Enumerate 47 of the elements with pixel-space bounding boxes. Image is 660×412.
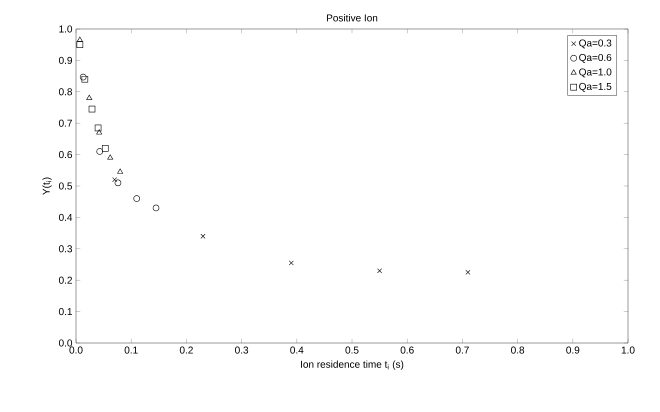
y-axis-title: Y(t$_{i}$) [42, 178, 52, 195]
y-tick-label: 0.6 [58, 151, 72, 158]
legend-label: Qa=1.0 [579, 68, 612, 78]
point [117, 168, 124, 174]
x-tick-label: 0.8 [511, 346, 524, 354]
point [466, 270, 470, 275]
point [152, 204, 160, 212]
x-tick-label: 0.1 [124, 346, 138, 354]
y-tick-label: 0.9 [58, 56, 72, 64]
point [200, 234, 206, 239]
x-axis-title: Ion residence time t$_{i}$ (s) [301, 360, 404, 370]
x-tick-label: 0.0 [69, 346, 83, 354]
point [82, 76, 88, 83]
x-tick-label: 0.5 [345, 346, 359, 354]
point [107, 154, 114, 160]
y-tick-label: 0.3 [58, 245, 72, 252]
y-tick-label: 0.8 [58, 88, 72, 96]
point [377, 268, 382, 274]
y-tick-label: 0.5 [58, 182, 72, 190]
point [76, 41, 84, 48]
legend-label: Qa=0.6 [579, 54, 612, 63]
x-tick-label: 0.4 [290, 346, 304, 354]
x-tick-label: 0.2 [180, 346, 193, 354]
point [94, 124, 102, 132]
point [86, 94, 92, 100]
y-tick-label: 0.7 [58, 120, 72, 127]
point [76, 36, 83, 42]
y-tick-label: 0.0 [58, 339, 72, 347]
point [88, 106, 96, 112]
x-tick-label: 0.6 [400, 346, 414, 354]
point [288, 260, 294, 266]
x-tick-label: 0.3 [235, 346, 248, 354]
y-tick-label: 0.2 [58, 276, 72, 284]
point [112, 177, 118, 182]
point [114, 180, 122, 186]
point [96, 129, 102, 134]
y-tick-label: 1.0 [59, 25, 72, 33]
x-tick-label: 0.9 [566, 346, 580, 354]
x-tick-label: 1.0 [622, 346, 635, 354]
x-tick-label: 0.7 [456, 346, 469, 354]
legend-label: Qa=0.3 [579, 39, 612, 48]
y-tick-label: 0.1 [58, 308, 72, 316]
legend-label: Qa=1.5 [579, 82, 612, 92]
y-tick-label: 0.4 [58, 214, 72, 221]
point [133, 195, 140, 202]
point [80, 74, 86, 80]
chart-title: Positive Ion [326, 14, 378, 22]
